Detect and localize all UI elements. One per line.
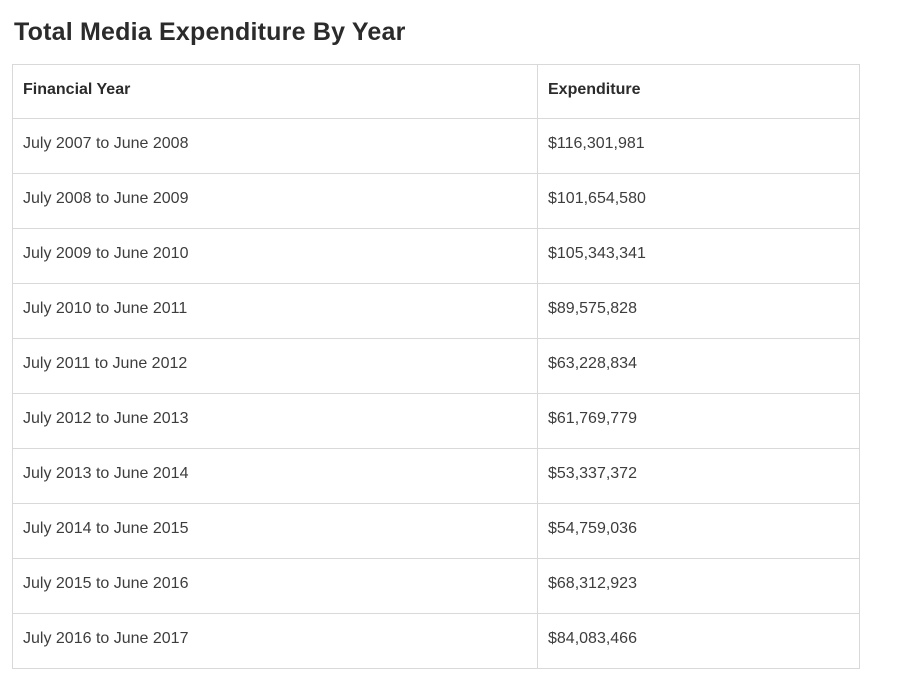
expenditure-cell: $105,343,341 xyxy=(537,228,860,284)
expenditure-cell: $54,759,036 xyxy=(537,503,860,559)
financial-year-cell: July 2013 to June 2014 xyxy=(12,448,538,504)
financial-year-cell: July 2010 to June 2011 xyxy=(12,283,538,339)
table-row: July 2016 to June 2017 $84,083,466 xyxy=(12,613,860,669)
expenditure-cell: $116,301,981 xyxy=(537,118,860,174)
expenditure-table: Financial Year Expenditure July 2007 to … xyxy=(12,64,860,669)
expenditure-cell: $68,312,923 xyxy=(537,558,860,614)
expenditure-cell: $63,228,834 xyxy=(537,338,860,394)
column-header-financial-year: Financial Year xyxy=(12,64,538,119)
financial-year-cell: July 2007 to June 2008 xyxy=(12,118,538,174)
expenditure-cell: $53,337,372 xyxy=(537,448,860,504)
table-row: July 2011 to June 2012 $63,228,834 xyxy=(12,338,860,394)
financial-year-cell: July 2014 to June 2015 xyxy=(12,503,538,559)
table-row: July 2008 to June 2009 $101,654,580 xyxy=(12,173,860,229)
table-header-row: Financial Year Expenditure xyxy=(12,64,860,119)
expenditure-cell: $101,654,580 xyxy=(537,173,860,229)
column-header-expenditure: Expenditure xyxy=(537,64,860,119)
expenditure-cell: $84,083,466 xyxy=(537,613,860,669)
table-row: July 2010 to June 2011 $89,575,828 xyxy=(12,283,860,339)
table-row: July 2013 to June 2014 $53,337,372 xyxy=(12,448,860,504)
table-row: July 2007 to June 2008 $116,301,981 xyxy=(12,118,860,174)
financial-year-cell: July 2009 to June 2010 xyxy=(12,228,538,284)
expenditure-cell: $89,575,828 xyxy=(537,283,860,339)
financial-year-cell: July 2008 to June 2009 xyxy=(12,173,538,229)
table-row: July 2012 to June 2013 $61,769,779 xyxy=(12,393,860,449)
financial-year-cell: July 2016 to June 2017 xyxy=(12,613,538,669)
table-row: July 2014 to June 2015 $54,759,036 xyxy=(12,503,860,559)
page-title: Total Media Expenditure By Year xyxy=(14,18,406,46)
financial-year-cell: July 2015 to June 2016 xyxy=(12,558,538,614)
table-row: July 2015 to June 2016 $68,312,923 xyxy=(12,558,860,614)
financial-year-cell: July 2011 to June 2012 xyxy=(12,338,538,394)
expenditure-cell: $61,769,779 xyxy=(537,393,860,449)
table-row: July 2009 to June 2010 $105,343,341 xyxy=(12,228,860,284)
financial-year-cell: July 2012 to June 2013 xyxy=(12,393,538,449)
